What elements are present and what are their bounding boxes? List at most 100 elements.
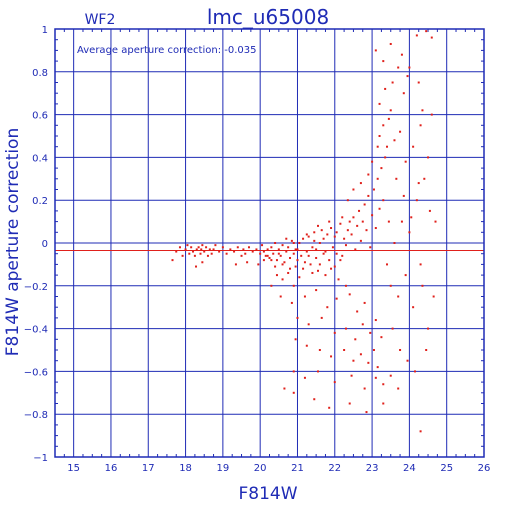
data-point bbox=[186, 244, 189, 247]
data-point bbox=[421, 109, 424, 112]
data-point bbox=[415, 199, 418, 202]
data-point bbox=[262, 259, 265, 262]
data-point bbox=[296, 259, 299, 262]
y-tick-label: 0 bbox=[42, 239, 48, 250]
data-point bbox=[399, 349, 402, 351]
data-point bbox=[221, 246, 224, 249]
chart-title: lmc_u65008 bbox=[207, 5, 329, 29]
axis-ticks bbox=[55, 29, 484, 457]
data-point bbox=[283, 387, 286, 390]
data-point bbox=[303, 376, 306, 379]
y-tick-label: 0.8 bbox=[32, 68, 48, 79]
data-points bbox=[171, 30, 437, 433]
data-point bbox=[378, 102, 381, 105]
data-point bbox=[419, 263, 422, 266]
data-point bbox=[212, 248, 215, 251]
data-point bbox=[324, 250, 327, 253]
data-point bbox=[175, 250, 178, 253]
data-point bbox=[311, 246, 314, 249]
data-point bbox=[201, 244, 204, 247]
data-point bbox=[387, 117, 390, 120]
data-point bbox=[380, 167, 383, 170]
data-point bbox=[307, 235, 310, 238]
data-point bbox=[333, 331, 336, 334]
x-tick-label: 20 bbox=[254, 463, 267, 474]
data-point bbox=[208, 248, 211, 251]
data-point bbox=[266, 248, 269, 251]
data-point bbox=[328, 220, 331, 223]
data-point bbox=[382, 124, 385, 127]
data-point bbox=[326, 233, 329, 236]
data-point bbox=[294, 338, 297, 341]
data-point bbox=[292, 370, 295, 373]
data-point bbox=[341, 216, 344, 219]
data-point bbox=[294, 248, 297, 251]
data-point bbox=[352, 216, 355, 219]
data-point bbox=[277, 252, 280, 255]
data-point bbox=[203, 250, 206, 253]
data-point bbox=[303, 295, 306, 298]
data-point bbox=[233, 250, 236, 253]
data-point bbox=[363, 301, 366, 304]
x-tick-label: 22 bbox=[328, 463, 341, 474]
data-point bbox=[419, 124, 422, 127]
data-point bbox=[296, 316, 299, 319]
data-point bbox=[315, 289, 318, 292]
data-point bbox=[188, 252, 191, 255]
data-point bbox=[359, 239, 362, 242]
data-point bbox=[359, 353, 362, 356]
data-point bbox=[389, 374, 392, 377]
data-point bbox=[283, 261, 286, 264]
data-point bbox=[374, 49, 377, 52]
y-tick-label: 1 bbox=[42, 25, 48, 36]
data-point bbox=[337, 278, 340, 281]
x-tick-label: 25 bbox=[440, 463, 453, 474]
data-point bbox=[324, 274, 327, 277]
data-point bbox=[328, 259, 331, 262]
data-point bbox=[333, 235, 336, 238]
data-point bbox=[330, 267, 333, 270]
data-point bbox=[430, 113, 433, 116]
x-tick-label: 24 bbox=[403, 463, 416, 474]
data-point bbox=[311, 271, 314, 274]
data-point bbox=[406, 75, 409, 78]
data-point bbox=[361, 323, 364, 326]
data-point bbox=[352, 188, 355, 191]
data-point bbox=[294, 265, 297, 268]
y-tick-labels: −1 −0.8 −0.6 −0.4 −0.2 0 0.2 0.4 0.6 0.8 1 bbox=[24, 25, 48, 464]
data-point bbox=[229, 248, 232, 251]
x-tick-label: 23 bbox=[366, 463, 379, 474]
data-point bbox=[402, 92, 405, 95]
data-point bbox=[412, 306, 415, 309]
data-point bbox=[335, 252, 338, 255]
y-tick-label: −0.8 bbox=[24, 410, 48, 421]
data-point bbox=[259, 252, 262, 255]
data-point bbox=[279, 295, 282, 298]
data-point bbox=[339, 259, 342, 262]
data-point bbox=[184, 248, 187, 251]
data-point bbox=[384, 87, 387, 90]
data-point bbox=[346, 199, 349, 202]
data-point bbox=[389, 109, 392, 112]
data-point bbox=[200, 248, 203, 251]
data-point bbox=[246, 261, 249, 264]
x-tick-label: 19 bbox=[217, 463, 230, 474]
data-point bbox=[247, 246, 250, 249]
data-point bbox=[322, 252, 325, 255]
data-point bbox=[281, 244, 284, 247]
data-point bbox=[330, 227, 333, 230]
x-tick-label: 16 bbox=[105, 463, 118, 474]
data-point bbox=[372, 188, 375, 191]
data-point bbox=[369, 246, 372, 249]
data-point bbox=[197, 246, 200, 249]
data-point bbox=[290, 301, 293, 304]
data-point bbox=[376, 145, 379, 148]
data-point bbox=[331, 246, 334, 249]
data-point bbox=[206, 254, 209, 257]
data-point bbox=[255, 248, 258, 251]
data-point bbox=[285, 250, 288, 253]
data-point bbox=[374, 227, 377, 230]
data-point bbox=[378, 135, 381, 137]
data-point bbox=[397, 295, 400, 298]
